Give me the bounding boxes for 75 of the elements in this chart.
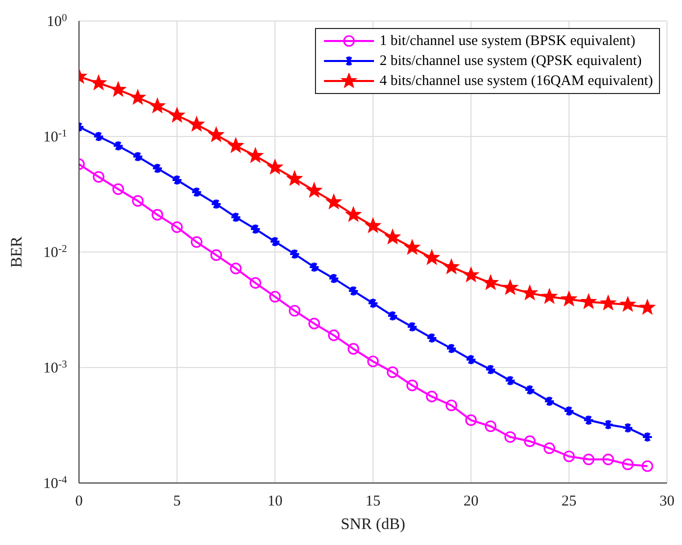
- point: [561, 291, 577, 306]
- y-tick-label: 10$^{-2}$: [43, 244, 67, 261]
- point: [582, 454, 594, 466]
- point: [328, 330, 340, 342]
- point: [522, 285, 538, 300]
- x-tick-label: 15: [366, 494, 380, 510]
- point: [110, 82, 126, 96]
- x-tick-label: 30: [660, 494, 674, 510]
- x-tick-label: 10: [268, 494, 282, 510]
- point: [308, 318, 320, 330]
- point: [92, 171, 104, 183]
- point: [269, 290, 281, 303]
- point: [90, 75, 106, 90]
- x-tick-label: 25: [562, 494, 576, 510]
- y-tick-label: 10$^{-4}$: [43, 474, 68, 492]
- point: [346, 206, 362, 222]
- point: [230, 262, 242, 274]
- point: [600, 295, 616, 310]
- point: [446, 400, 458, 412]
- point: [426, 390, 438, 402]
- point: [210, 249, 222, 261]
- point: [580, 294, 596, 308]
- point: [190, 236, 202, 248]
- point: [465, 414, 477, 426]
- y-tick-label: 10$^{-3}$: [43, 359, 67, 376]
- legend-label: 4 bits/channel use system (16QAM equivalent): [380, 72, 653, 91]
- point: [502, 280, 518, 294]
- point: [326, 194, 342, 209]
- point: [130, 90, 146, 104]
- point: [171, 221, 183, 233]
- point: [150, 98, 166, 113]
- point: [267, 159, 283, 174]
- point: [484, 420, 496, 432]
- point: [622, 458, 634, 470]
- legend-label: 2 bits/channel use system (QPSK equivalent): [380, 52, 642, 71]
- point: [348, 343, 360, 355]
- point: [288, 304, 300, 317]
- point: [542, 288, 558, 304]
- x-tick-label: 0: [75, 494, 83, 510]
- point: [208, 127, 224, 142]
- point: [424, 250, 440, 264]
- x-axis-title: SNR (dB): [340, 516, 406, 533]
- point: [482, 274, 498, 290]
- point: [306, 182, 322, 198]
- point: [367, 356, 379, 368]
- point: [602, 454, 614, 466]
- point: [544, 442, 556, 454]
- point: [384, 229, 400, 244]
- legend-label: 1 bit/channel use system (BPSK equivalent): [380, 32, 636, 51]
- y-tick-label: 10$^{0}$: [46, 12, 67, 30]
- point: [228, 138, 244, 152]
- point: [640, 300, 656, 314]
- point: [286, 170, 302, 186]
- point: [112, 183, 124, 195]
- point: [563, 450, 575, 462]
- point: [444, 259, 460, 274]
- y-tick-label: 10$^{-1}$: [43, 128, 67, 146]
- point: [404, 240, 420, 254]
- point: [132, 195, 144, 207]
- point: [620, 296, 636, 312]
- point: [642, 460, 654, 472]
- y-axis-title: BER: [8, 236, 26, 268]
- point: [188, 116, 204, 132]
- point: [365, 218, 381, 233]
- point: [524, 435, 536, 448]
- point: [152, 208, 164, 221]
- point: [463, 267, 479, 282]
- point: [169, 107, 185, 122]
- point: [248, 148, 264, 162]
- point: [406, 380, 418, 392]
- point: [504, 431, 516, 443]
- x-tick-label: 5: [173, 494, 181, 510]
- x-tick-label: 20: [464, 494, 478, 510]
- point: [250, 277, 262, 289]
- point: [386, 366, 398, 378]
